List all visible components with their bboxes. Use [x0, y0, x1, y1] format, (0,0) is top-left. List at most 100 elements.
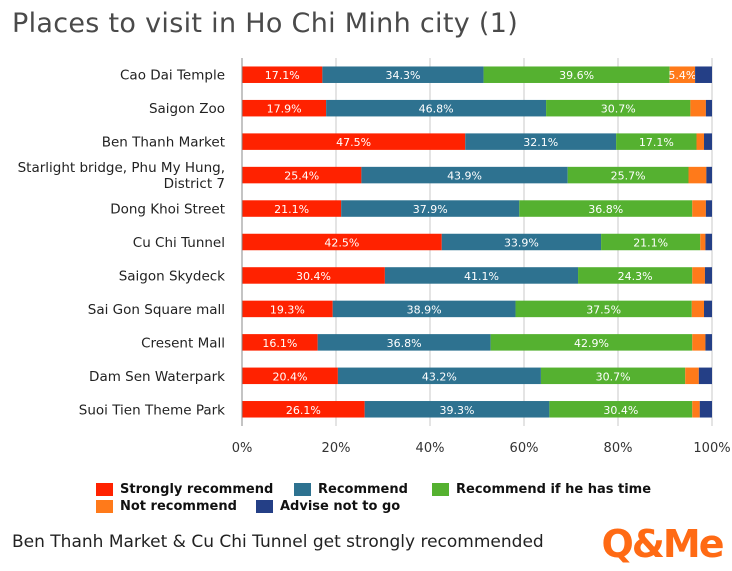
bar-segment	[704, 300, 712, 318]
bar-segment	[696, 133, 705, 150]
bar-segment	[322, 66, 484, 83]
x-tick-label: 0%	[232, 441, 253, 456]
data-label: 41.1%	[464, 270, 499, 283]
legend-item-recommend: Recommend	[294, 482, 408, 497]
data-label: 20.4%	[272, 370, 307, 383]
bar-segment	[669, 66, 696, 83]
bar-segment	[578, 267, 693, 284]
bar-segment	[337, 367, 541, 385]
category-label: Cresent Mall	[141, 335, 225, 351]
category-label: Dam Sen Waterpark	[89, 369, 225, 385]
data-label: 33.9%	[504, 237, 539, 250]
category-label: Dong Khoi Street	[110, 202, 225, 218]
data-label: 5.4%	[668, 69, 696, 82]
bar-segment	[326, 99, 547, 117]
data-label: 16.1%	[262, 337, 297, 350]
category-label: Saigon Skydeck	[119, 268, 225, 284]
bar-segment	[515, 300, 692, 318]
bar-segment	[242, 300, 333, 318]
bar-segment	[698, 367, 712, 385]
category-label: Ben Thanh Market	[102, 135, 225, 151]
category-label: Cao Dai Temple	[120, 68, 225, 84]
data-label: 34.3%	[385, 69, 420, 82]
bar-segment	[490, 334, 693, 351]
bar-segment	[242, 166, 362, 184]
data-label: 25.4%	[284, 170, 319, 183]
legend-swatch-not-recommend	[96, 500, 113, 513]
data-label: 47.5%	[336, 136, 371, 149]
bar-segment	[567, 166, 689, 184]
data-label: 19.3%	[270, 303, 305, 316]
x-tick-label: 20%	[322, 441, 351, 456]
x-tick-label: 60%	[510, 441, 539, 456]
data-label: 21.1%	[274, 203, 309, 216]
bar-segment	[341, 200, 520, 217]
data-label: 36.8%	[588, 203, 623, 216]
data-label: 37.5%	[586, 303, 621, 316]
legend: Strongly recommend Recommend Recommend i…	[96, 482, 696, 516]
bar-segment	[332, 300, 516, 318]
legend-item-not-recommend: Not recommend	[96, 499, 237, 514]
legend-label-strongly-recommend: Strongly recommend	[120, 482, 274, 497]
bar-segment	[692, 401, 700, 418]
category-label: District 7	[164, 176, 225, 192]
x-tick-label: 40%	[416, 441, 445, 456]
data-label: 25.7%	[611, 170, 646, 183]
bar-segment	[242, 367, 338, 385]
data-label: 32.1%	[523, 136, 558, 149]
chart-title: Places to visit in Ho Chi Minh city (1)	[12, 8, 519, 39]
legend-swatch-advise-not-to-go	[256, 500, 273, 513]
bar-segment	[242, 99, 327, 117]
legend-swatch-recommend	[294, 483, 311, 496]
bar-segment	[695, 66, 712, 83]
bar-segment	[317, 334, 491, 351]
bar-segment	[242, 66, 323, 83]
stacked-bar-chart: 0% 20% 40% 60% 80% 100% Cao Dai Temple 17.1% 34.…	[18, 58, 731, 456]
category-label: Starlight bridge, Phu My Hung,	[18, 160, 225, 176]
data-label: 42.5%	[324, 237, 359, 250]
category-label: Sai Gon Square mall	[88, 302, 225, 318]
data-label: 36.8%	[387, 337, 422, 350]
legend-swatch-recommend-if-time	[432, 483, 449, 496]
bar-segment	[242, 233, 442, 251]
x-tick-label: 100%	[693, 441, 730, 456]
x-tick-label: 80%	[604, 441, 633, 456]
data-label: 30.7%	[596, 370, 631, 383]
legend-label-not-recommend: Not recommend	[120, 499, 237, 514]
data-label: 21.1%	[633, 237, 668, 250]
legend-label-advise-not-to-go: Advise not to go	[280, 499, 401, 514]
bar-segment	[546, 99, 691, 117]
bar-segment	[242, 334, 318, 351]
data-label: 46.8%	[419, 103, 454, 116]
legend-swatch-strongly-recommend	[96, 483, 113, 496]
data-label: 30.4%	[603, 404, 638, 417]
bar-segment	[700, 233, 706, 251]
data-label: 30.4%	[296, 270, 331, 283]
bar-segment	[705, 200, 712, 217]
data-label: 30.7%	[601, 103, 636, 116]
legend-label-recommend-if-time: Recommend if he has time	[456, 482, 652, 497]
bar-segment	[706, 166, 712, 184]
bar-segment	[601, 233, 701, 251]
category-label: Cu Chi Tunnel	[133, 235, 225, 251]
bar-segment	[540, 367, 686, 385]
bar-segment	[483, 66, 670, 83]
bar-segment	[519, 200, 693, 217]
data-label: 17.1%	[639, 136, 674, 149]
bar-segment	[704, 133, 712, 150]
category-label: Suoi Tien Theme Park	[79, 402, 225, 418]
bar-segment	[616, 133, 697, 150]
bar-segment	[685, 367, 699, 385]
legend-label-recommend: Recommend	[318, 482, 408, 497]
bar-segment	[364, 401, 550, 418]
bar-segment	[704, 267, 712, 284]
bar-segment	[242, 267, 385, 284]
data-label: 17.1%	[265, 69, 300, 82]
bar-segment	[688, 166, 707, 184]
data-label: 17.9%	[267, 103, 302, 116]
bar-segment	[705, 334, 712, 351]
data-label: 39.3%	[440, 404, 475, 417]
category-label: Saigon Zoo	[149, 101, 225, 117]
legend-item-strongly-recommend: Strongly recommend	[96, 482, 273, 497]
data-label: 43.9%	[447, 170, 482, 183]
